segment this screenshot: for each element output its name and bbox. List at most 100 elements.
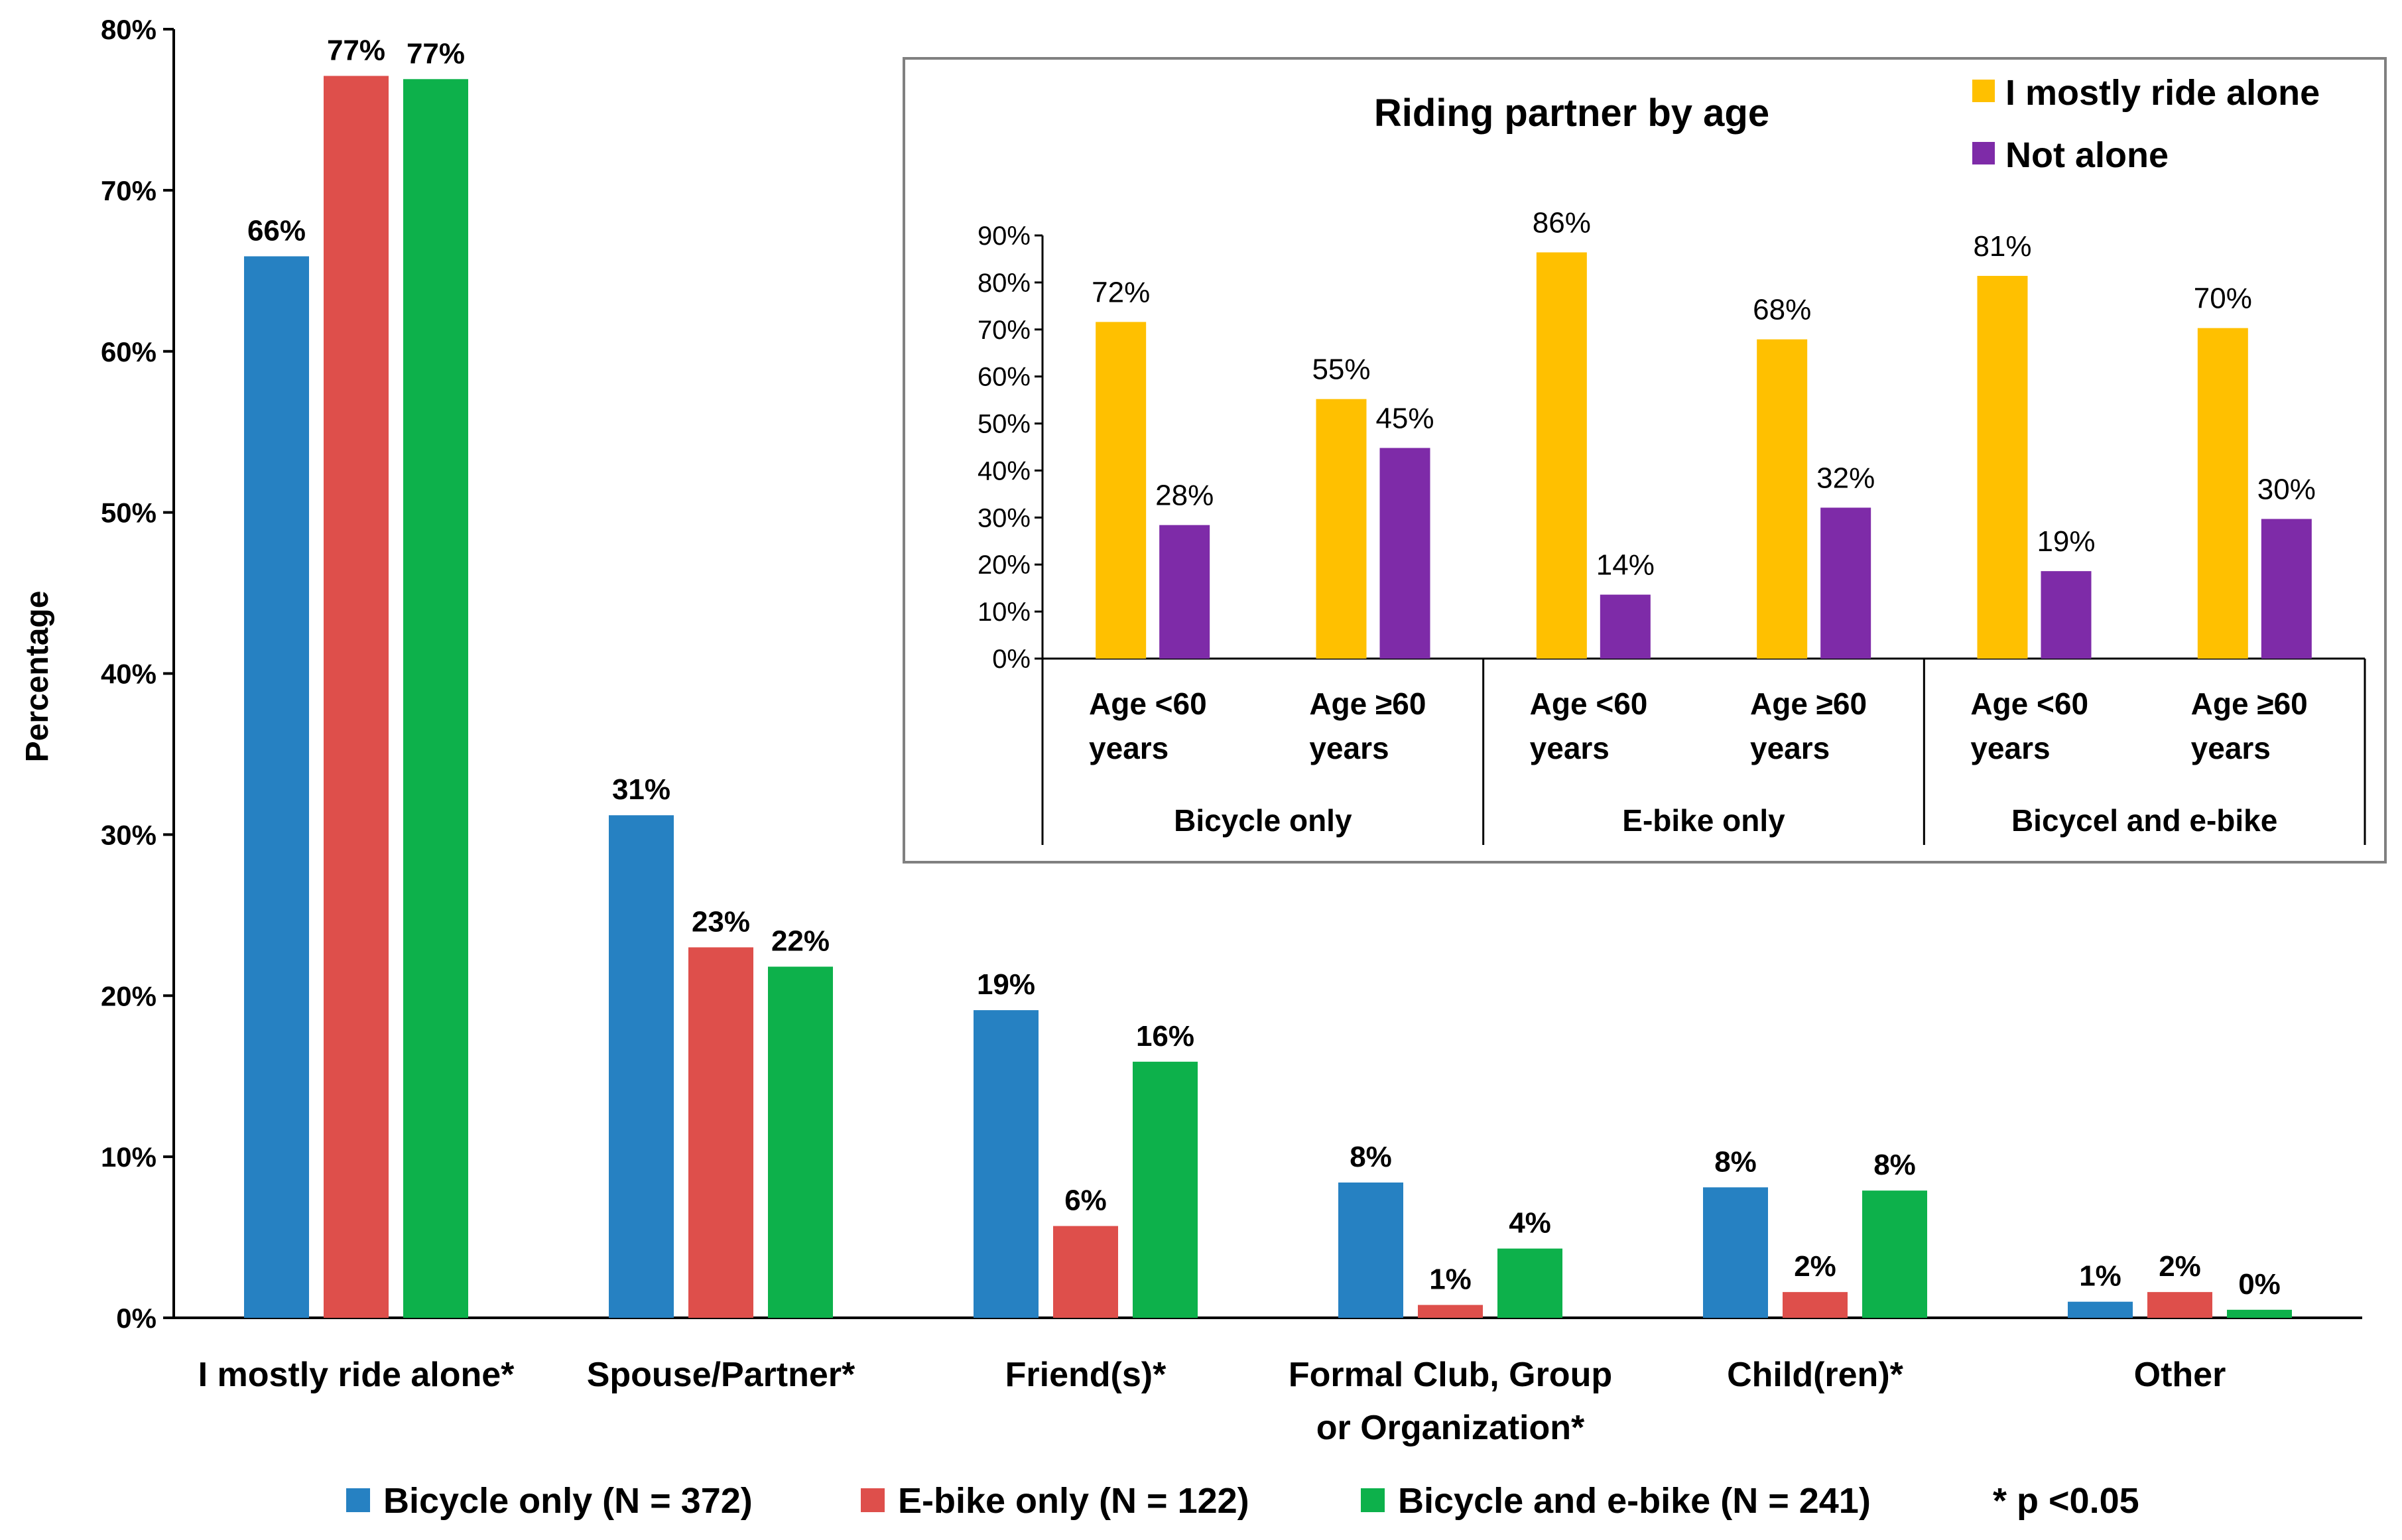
main-bar [324,76,389,1318]
main-bar-value-label: 8% [1714,1145,1757,1178]
inset-y-tick-label: 20% [978,550,1031,580]
inset-legend-label: Not alone [2005,135,2169,175]
inset-category-label: years [1530,731,1610,765]
main-bar-value-label: 22% [771,925,830,958]
main-y-tick-label: 40% [101,659,157,690]
main-bar-value-label: 1% [2079,1260,2121,1293]
inset-bar [2041,571,2092,659]
main-bar-value-label: 66% [247,214,306,247]
main-y-tick-label: 60% [101,336,157,367]
main-bar-value-label: 8% [1350,1141,1392,1173]
main-bar-value-label: 8% [1873,1149,1916,1181]
inset-group-label: Bicycel and e-bike [2011,803,2277,838]
main-bar [1133,1061,1198,1318]
inset-bar-value-label: 72% [1092,276,1150,308]
main-legend-swatch [1361,1488,1385,1512]
inset-chart-data-labels: 72% 28% 55%45% 86% 14% 68% 32% 81% 19% 70% 30% [1092,207,2316,582]
main-chart-legend: Bicycle only (N = 372) E-bike only (N = 1… [346,1481,2139,1521]
inset-group-label: Bicycle only [1174,803,1352,838]
main-legend-swatch [861,1488,885,1512]
main-chart-category-labels: I mostly ride alone* Spouse/Partner* Frien… [198,1356,2226,1447]
inset-chart-title: Riding partner by age [1374,92,1769,135]
main-bar-value-label: 16% [1136,1020,1194,1053]
inset-frame [903,57,2387,864]
inset-y-tick-label: 0% [992,645,1031,674]
main-category-label: Other [2134,1356,2226,1394]
inset-bar [1757,339,1808,659]
inset-chart-legend: I mostly ride alone Not alone [1972,73,2320,175]
inset-bar-value-label: 28% [1155,480,1214,512]
inset-bar-value-label: 45% [1375,402,1434,434]
main-bar [974,1010,1039,1318]
main-y-tick-label: 0% [116,1303,157,1334]
main-y-tick-label: 30% [101,819,157,850]
main-category-label: I mostly ride alone* [198,1356,515,1394]
main-legend-label: E-bike only (N = 122) [898,1481,1249,1521]
main-bar [1053,1226,1118,1318]
inset-bar [1096,322,1147,659]
main-bar-value-label: 4% [1509,1207,1551,1240]
inset-legend-swatch [1972,142,1995,164]
main-y-tick-label: 50% [101,497,157,529]
inset-bar-value-label: 86% [1533,207,1591,239]
inset-category-label: Age ≥60 [2191,686,2308,721]
inset-bar-value-label: 32% [1816,462,1875,494]
main-category-label: Spouse/Partner* [587,1356,855,1394]
main-chart-axes: 0% 10% 20% 30% 40% 50% 60% 70% 80% [101,14,2362,1334]
main-bar [688,947,753,1318]
main-category-label: Formal Club, Group [1289,1356,1612,1394]
main-bar [2147,1292,2212,1318]
main-chart-data-labels: 66% 77% 77% 31% 23% 22% 19% 6% 16% 8% 1% 4% 8% 2% 8% 1%… [247,34,2281,1300]
main-bar-value-label: 6% [1064,1185,1107,1217]
main-legend-label: Bicycle and e-bike (N = 241) [1398,1481,1871,1521]
main-bar-value-label: 19% [977,968,1035,1001]
inset-bar [1820,507,1871,659]
inset-y-tick-label: 60% [978,363,1031,392]
main-bar-value-label: 2% [1794,1250,1836,1283]
inset-y-tick-label: 50% [978,410,1031,439]
main-legend-swatch [346,1488,370,1512]
main-category-label: Friend(s)* [1005,1356,1167,1394]
inset-bar [1536,252,1587,659]
main-y-axis-title: Percentage [20,591,55,763]
inset-category-label: Age ≥60 [1750,686,1867,721]
main-bar [609,815,674,1318]
inset-y-tick-label: 30% [978,503,1031,533]
main-y-tick-label: 70% [101,175,157,206]
main-bar [1783,1292,1848,1318]
main-bar-value-label: 0% [2238,1268,2281,1301]
inset-bar [1600,594,1651,659]
main-bar-value-label: 77% [327,34,385,66]
inset-y-tick-label: 90% [978,222,1031,251]
inset-bar-value-label: 30% [2257,473,2316,505]
inset-chart-category-labels: Age <60 years Age ≥60 years Age <60 years Age … [1089,686,2308,838]
inset-category-label: Age <60 [1089,686,1207,721]
inset-bar-value-label: 68% [1753,294,1811,326]
main-bar [403,79,468,1318]
inset-chart-bars [1096,252,2312,659]
inset-y-tick-label: 70% [978,316,1031,345]
inset-bar [1159,525,1210,659]
main-y-tick-label: 20% [101,980,157,1011]
inset-y-tick-label: 10% [978,598,1031,627]
inset-bar [1977,275,2028,659]
inset-legend-label: I mostly ride alone [2005,73,2320,113]
main-bar [1418,1305,1483,1318]
inset-group-label: E-bike only [1622,803,1785,838]
inset-category-label: Age <60 [1970,686,2088,721]
inset-bar-value-label: 14% [1596,549,1655,582]
inset-bar [2261,519,2312,659]
inset-category-label: years [1089,731,1169,765]
main-bar [1703,1187,1768,1318]
inset-y-tick-label: 40% [978,456,1031,485]
main-bar [2068,1301,2133,1318]
main-bar-value-label: 1% [1429,1263,1472,1296]
main-bar-value-label: 77% [407,37,465,70]
inset-bar [2197,328,2248,659]
inset-bar-value-label: 81% [1973,230,2031,263]
inset-bar-value-label: 55% [1312,353,1370,386]
main-y-tick-label: 80% [101,14,157,45]
main-bar [1497,1248,1562,1318]
inset-bar [1379,448,1430,659]
